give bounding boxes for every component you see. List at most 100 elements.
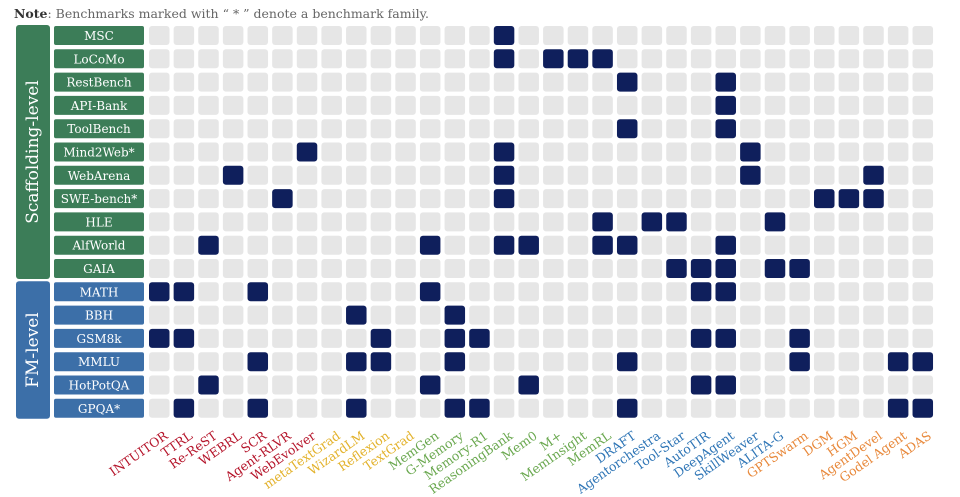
cell-empty	[149, 375, 170, 395]
cell-filled	[173, 398, 195, 418]
cell-empty	[444, 212, 466, 232]
cell-filled	[493, 165, 515, 185]
cell-empty	[616, 189, 638, 209]
cell-empty	[912, 259, 934, 278]
cell-empty	[641, 375, 663, 395]
cell-empty	[198, 119, 219, 139]
cell-empty	[222, 189, 244, 209]
row-label: MMLU	[78, 355, 120, 369]
cell-filled	[346, 305, 367, 325]
cell-empty	[518, 49, 539, 69]
cell-empty	[814, 305, 835, 325]
cell-filled	[690, 259, 712, 278]
cell-filled	[370, 352, 392, 372]
cell-empty	[567, 305, 589, 325]
cell-empty	[616, 282, 638, 302]
cell-empty	[346, 142, 367, 162]
cell-empty	[493, 259, 515, 278]
cell-empty	[789, 212, 810, 232]
cell-empty	[789, 282, 810, 302]
cell-empty	[419, 142, 441, 162]
cell-empty	[222, 72, 244, 92]
cell-empty	[395, 305, 416, 325]
row-label-box	[54, 328, 144, 348]
cell-empty	[149, 398, 170, 418]
cell-empty	[395, 119, 416, 139]
cell-empty	[592, 119, 613, 139]
cell-empty	[173, 95, 195, 115]
cell-empty	[592, 95, 613, 115]
cell-empty	[272, 375, 293, 395]
cell-empty	[395, 72, 416, 92]
cell-empty	[838, 305, 860, 325]
cell-empty	[346, 212, 367, 232]
cell-empty	[296, 165, 318, 185]
cell-empty	[247, 189, 269, 209]
cell-empty	[296, 95, 318, 115]
cell-empty	[838, 352, 860, 372]
cell-empty	[814, 352, 835, 372]
row-label-box	[54, 95, 144, 115]
row-label: GSM8k	[77, 332, 123, 346]
cell-filled	[493, 142, 515, 162]
cell-empty	[222, 142, 244, 162]
cell-empty	[814, 328, 835, 348]
cell-empty	[863, 375, 884, 395]
cell-empty	[395, 235, 416, 255]
cell-filled	[641, 212, 663, 232]
cell-empty	[814, 26, 835, 45]
cell-empty	[543, 189, 564, 209]
cell-empty	[912, 212, 934, 232]
cell-empty	[764, 165, 786, 185]
cell-empty	[444, 119, 466, 139]
cell-empty	[912, 49, 934, 69]
cell-empty	[493, 212, 515, 232]
cell-empty	[370, 142, 392, 162]
cell-empty	[789, 165, 810, 185]
cell-empty	[887, 26, 909, 45]
cell-empty	[222, 305, 244, 325]
cell-empty	[740, 259, 761, 278]
cell-filled	[616, 72, 638, 92]
cell-empty	[518, 328, 539, 348]
cell-empty	[764, 375, 786, 395]
cell-filled	[715, 95, 736, 115]
cell-empty	[198, 189, 219, 209]
row-label-box	[54, 259, 144, 278]
cell-empty	[518, 119, 539, 139]
cell-empty	[690, 235, 712, 255]
cell-empty	[838, 259, 860, 278]
cell-filled	[198, 375, 219, 395]
cell-empty	[296, 49, 318, 69]
cell-empty	[321, 95, 342, 115]
cell-empty	[198, 95, 219, 115]
cell-empty	[592, 305, 613, 325]
cell-empty	[493, 305, 515, 325]
cell-empty	[543, 142, 564, 162]
cell-empty	[764, 328, 786, 348]
cell-empty	[863, 305, 884, 325]
cell-filled	[469, 328, 490, 348]
cell-empty	[272, 165, 293, 185]
cell-empty	[814, 375, 835, 395]
cell-empty	[863, 72, 884, 92]
cell-empty	[198, 259, 219, 278]
cell-empty	[444, 235, 466, 255]
cell-filled	[518, 235, 539, 255]
cell-empty	[518, 26, 539, 45]
cell-empty	[173, 375, 195, 395]
cell-filled	[887, 398, 909, 418]
cell-empty	[616, 328, 638, 348]
cell-empty	[740, 398, 761, 418]
cell-filled	[173, 282, 195, 302]
cell-empty	[370, 235, 392, 255]
cell-filled	[296, 142, 318, 162]
cell-empty	[296, 328, 318, 348]
cell-empty	[222, 95, 244, 115]
cell-empty	[592, 26, 613, 45]
cell-empty	[173, 165, 195, 185]
cell-empty	[198, 212, 219, 232]
cell-empty	[789, 26, 810, 45]
cell-empty	[272, 119, 293, 139]
cell-empty	[173, 352, 195, 372]
